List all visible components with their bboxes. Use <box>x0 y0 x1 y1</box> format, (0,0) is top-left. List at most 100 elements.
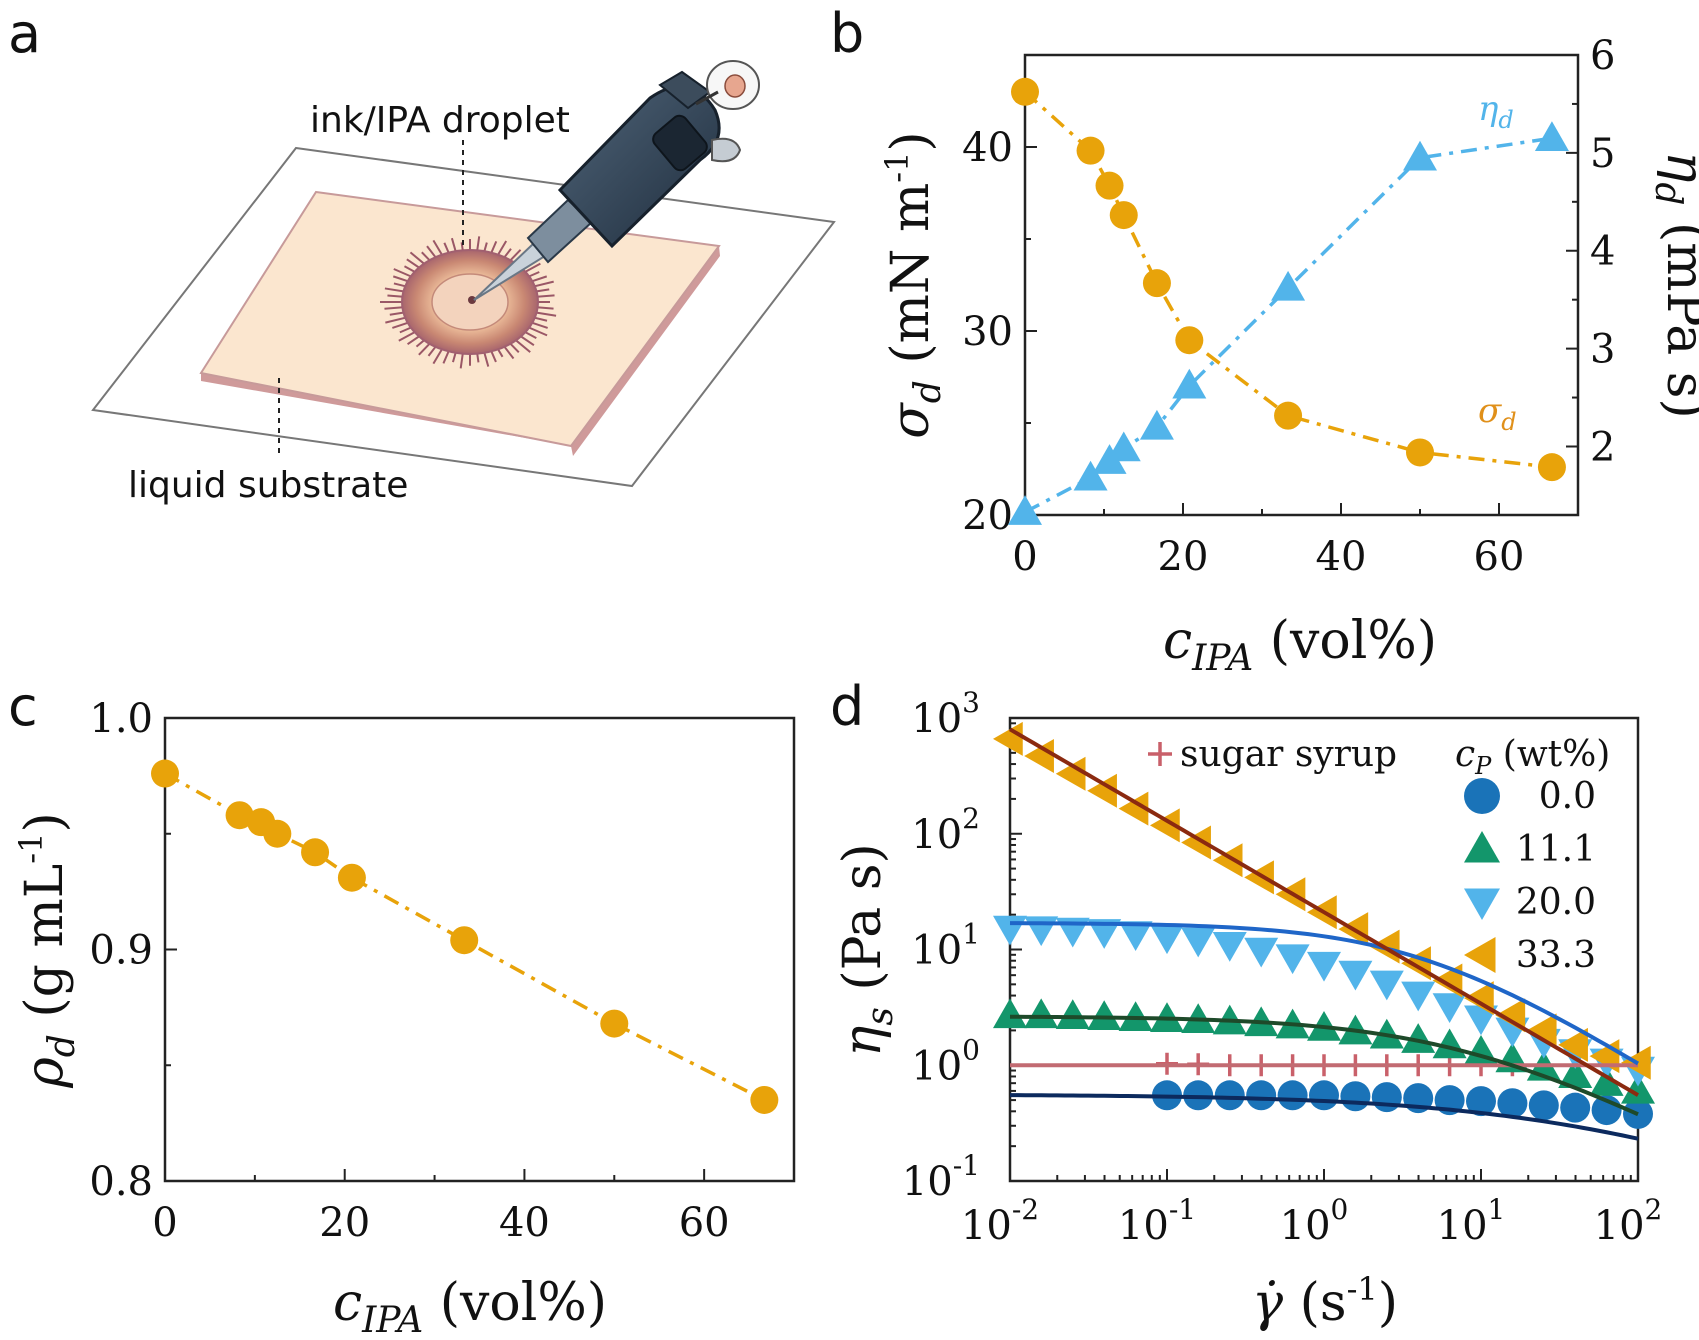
series-point-33-3 <box>1401 946 1431 981</box>
legend-label: 11.1 <box>1516 829 1596 870</box>
legend-label: 20.0 <box>1516 882 1596 923</box>
legend-label: 33.3 <box>1516 935 1596 976</box>
x-tick-label: 20 <box>319 1200 370 1246</box>
series-point-11-1 <box>1558 1058 1593 1088</box>
x-tick-label: 20 <box>1158 534 1209 580</box>
legend-marker-20-0 <box>1464 888 1500 920</box>
series-point-20-0 <box>1087 919 1122 949</box>
sigma-d-point <box>1406 438 1434 467</box>
y-right-tick-label: 5 <box>1590 131 1615 177</box>
series-point-20-0 <box>1464 1005 1498 1036</box>
panel-c-tick-labels: 0 20 40 60 0.8 0.9 1.0 <box>89 696 729 1246</box>
series-point-20-0 <box>1401 981 1436 1012</box>
substrate-label: liquid substrate <box>128 465 408 506</box>
panel-b-xlabel: cIPA (vol%) <box>1163 611 1437 679</box>
panel-c-label: c <box>8 675 38 738</box>
eta-d-point <box>1139 409 1174 440</box>
x-tick-label: 60 <box>1474 534 1525 580</box>
x-tick-label: 10-2 <box>961 1193 1039 1249</box>
series-point-0-0 <box>1466 1086 1496 1117</box>
rho-d-point <box>263 819 292 848</box>
series-point-33-3 <box>1024 738 1054 773</box>
series-point-33-3 <box>1150 808 1180 843</box>
eta-d-point <box>1534 121 1569 151</box>
series-point-0-0 <box>1246 1080 1277 1111</box>
series-point-33-3 <box>1558 1027 1588 1062</box>
x-tick-label: 102 <box>1594 1193 1663 1249</box>
rho-d-point <box>450 926 479 955</box>
fit-line-11-1 <box>1009 1014 1639 1117</box>
series-point-20-0 <box>993 915 1027 946</box>
panel-d-legend: sugar syrup cP (wt%) 0.0 11.1 20.0 33.3 <box>1148 734 1610 976</box>
panel-c-chart: c 0 20 40 60 0.8 0.9 1.0 cIPA (vol%) ρd (g mL-… <box>8 675 796 1340</box>
y-left-tick-label: 30 <box>962 309 1013 355</box>
series-point-33-3 <box>1526 1013 1557 1048</box>
series-point-0-0 <box>1214 1080 1245 1111</box>
y-tick-label: 10-1 <box>902 1149 980 1205</box>
y-right-tick-label: 6 <box>1590 33 1615 79</box>
panel-a-label: a <box>8 2 41 65</box>
series-point-20-0 <box>1432 993 1467 1023</box>
panel-b-ylabel-left: σd (mN m-1) <box>878 131 949 438</box>
sigma-d-line <box>1023 90 1553 469</box>
rho-d-point <box>151 759 179 788</box>
series-point-33-3 <box>1212 843 1243 878</box>
sigma-d-point <box>1142 269 1171 298</box>
y-tick-label: 1.0 <box>89 696 153 742</box>
series-point-20-0 <box>1181 927 1216 958</box>
panel-c-ylabel: ρd (g mL-1) <box>12 812 83 1089</box>
rho-d-point <box>337 863 366 892</box>
y-tick-label: 0.8 <box>89 1159 153 1205</box>
panel-a-illustration: a ink/IPA droplet liquid substr <box>8 2 836 506</box>
panel-b-ylabel-right: ηd (mPa s) <box>1647 151 1699 418</box>
y-tick-label: 100 <box>911 1033 980 1089</box>
y-right-tick-label: 3 <box>1590 327 1615 373</box>
y-left-tick-label: 20 <box>962 493 1013 539</box>
legend-title: cP (wt%) <box>1455 734 1610 780</box>
series-point-11-1 <box>1024 998 1059 1029</box>
legend-sugar-syrup-marker <box>1148 742 1172 766</box>
series-point-20-0 <box>1024 916 1059 947</box>
y-right-tick-label: 4 <box>1590 229 1615 275</box>
x-tick-label: 40 <box>499 1200 550 1246</box>
x-tick-label: 101 <box>1437 1193 1506 1249</box>
eta-d-point <box>1172 368 1207 399</box>
panel-d-series <box>993 721 1655 1141</box>
series-point-0-0 <box>1309 1080 1339 1111</box>
legend-sugar-syrup-label: sugar syrup <box>1180 734 1397 775</box>
y-tick-label: 101 <box>911 918 980 974</box>
eta-d-point <box>1106 431 1141 462</box>
series-point-11-1 <box>1087 1000 1122 1030</box>
panel-b-label: b <box>830 2 864 65</box>
panel-b-frame <box>1023 53 1580 517</box>
legend-marker-33-3 <box>1464 937 1496 973</box>
sigma-d-point <box>1109 201 1138 230</box>
eta-d-annotation: ηd <box>1478 89 1514 134</box>
series-point-33-3 <box>1118 791 1149 826</box>
rho-d-point <box>301 838 330 867</box>
x-tick-label: 60 <box>679 1200 730 1246</box>
x-tick-label: 0 <box>1012 534 1037 580</box>
droplet-label: ink/IPA droplet <box>310 100 570 141</box>
panel-c-series <box>151 759 779 1114</box>
series-point-0-0 <box>1371 1082 1402 1113</box>
series-point-11-1 <box>1055 999 1090 1030</box>
eta-d-point <box>1271 270 1306 301</box>
rho-d-point <box>750 1085 779 1114</box>
series-point-11-1 <box>993 998 1027 1029</box>
rho-d-point <box>225 801 254 830</box>
series-point-20-0 <box>1338 960 1373 991</box>
series-point-33-3 <box>1244 860 1274 895</box>
legend-label: 0.0 <box>1539 776 1596 817</box>
y-left-tick-label: 40 <box>962 125 1013 171</box>
y-right-tick-label: 2 <box>1590 424 1615 470</box>
series-point-11-1 <box>1621 1073 1655 1104</box>
series-point-20-0 <box>1275 944 1310 975</box>
y-tick-label: 103 <box>911 686 980 742</box>
x-tick-label: 0 <box>152 1200 177 1246</box>
sigma-d-point <box>1175 326 1204 355</box>
